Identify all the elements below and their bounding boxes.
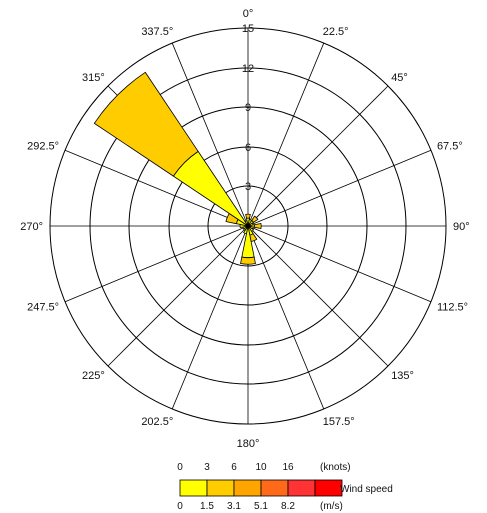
spoke bbox=[64, 225, 249, 303]
direction-label: 67.5° bbox=[437, 140, 463, 152]
legend-knots-tick: 10 bbox=[255, 462, 267, 473]
legend-knots-tick: 3 bbox=[204, 462, 210, 473]
legend-swatch bbox=[314, 479, 343, 497]
ring-label: 3 bbox=[245, 181, 251, 193]
sector-45-seg-1 bbox=[251, 215, 259, 223]
legend-knots-tick: 16 bbox=[282, 462, 294, 473]
sector-180-seg-1 bbox=[240, 256, 256, 265]
legend-swatch bbox=[233, 479, 262, 497]
spoke bbox=[247, 42, 325, 227]
spoke bbox=[64, 149, 249, 227]
sector-315-seg-1 bbox=[93, 71, 199, 177]
spoke bbox=[247, 225, 325, 410]
direction-label: 292.5° bbox=[27, 140, 59, 152]
sector-90-seg-1 bbox=[254, 222, 262, 230]
direction-label: 112.5° bbox=[437, 302, 468, 314]
legend-knots-tick: 6 bbox=[231, 462, 237, 473]
legend-swatch bbox=[260, 479, 289, 497]
legend-ms-tick: 0 bbox=[177, 501, 183, 512]
legend-ms-tick: 1.5 bbox=[200, 501, 214, 512]
legend-knots-tick: 0 bbox=[177, 462, 183, 473]
ring-label: 15 bbox=[242, 23, 254, 35]
direction-label: 0° bbox=[243, 8, 254, 20]
legend-title: Wind speed bbox=[340, 484, 393, 495]
legend-swatch bbox=[179, 479, 208, 497]
direction-label: 180° bbox=[237, 438, 260, 450]
ring-label: 6 bbox=[245, 142, 251, 154]
legend-ms-tick: 5.1 bbox=[254, 501, 268, 512]
spoke bbox=[247, 85, 389, 227]
sector-337.5-seg-0 bbox=[244, 220, 249, 227]
ring-labels: 3 6 9 12 15 bbox=[242, 23, 254, 193]
direction-label: 135° bbox=[391, 370, 414, 382]
direction-label: 202.5° bbox=[141, 416, 173, 428]
legend-ms-unit: (m/s) bbox=[320, 501, 343, 512]
spoke bbox=[247, 225, 389, 367]
direction-label: 157.5° bbox=[323, 416, 355, 428]
direction-label: 270° bbox=[20, 221, 43, 233]
legend-swatch bbox=[287, 479, 316, 497]
direction-label: 247.5° bbox=[27, 302, 59, 314]
ring-label: 12 bbox=[242, 63, 254, 75]
direction-label: 337.5° bbox=[141, 26, 173, 38]
direction-labels: 0° 22.5° 45° 67.5° 90° 112.5° 135° 157.5° 180° 20… bbox=[20, 8, 469, 450]
spoke bbox=[171, 42, 249, 227]
legend-ms-tick: 8.2 bbox=[281, 501, 295, 512]
legend: 0 3 6 10 16 (knots) 0 1.5 3.1 5.1 8.2 (m/s) Wind spe… bbox=[177, 462, 393, 512]
legend-swatch bbox=[206, 479, 235, 497]
direction-label: 225° bbox=[82, 370, 105, 382]
direction-label: 45° bbox=[391, 72, 408, 84]
spoke bbox=[247, 149, 432, 227]
direction-label: 90° bbox=[453, 221, 470, 233]
legend-knots-unit: (knots) bbox=[320, 462, 351, 473]
spoke bbox=[171, 225, 249, 410]
sector-0-seg-1 bbox=[245, 213, 251, 219]
ring-label: 9 bbox=[245, 102, 251, 114]
direction-label: 22.5° bbox=[323, 26, 349, 38]
polar-grid bbox=[49, 27, 447, 425]
legend-ms-tick: 3.1 bbox=[227, 501, 241, 512]
wind-sectors bbox=[93, 71, 262, 265]
direction-label: 315° bbox=[82, 72, 105, 84]
spoke bbox=[107, 225, 249, 367]
spoke bbox=[247, 225, 432, 303]
